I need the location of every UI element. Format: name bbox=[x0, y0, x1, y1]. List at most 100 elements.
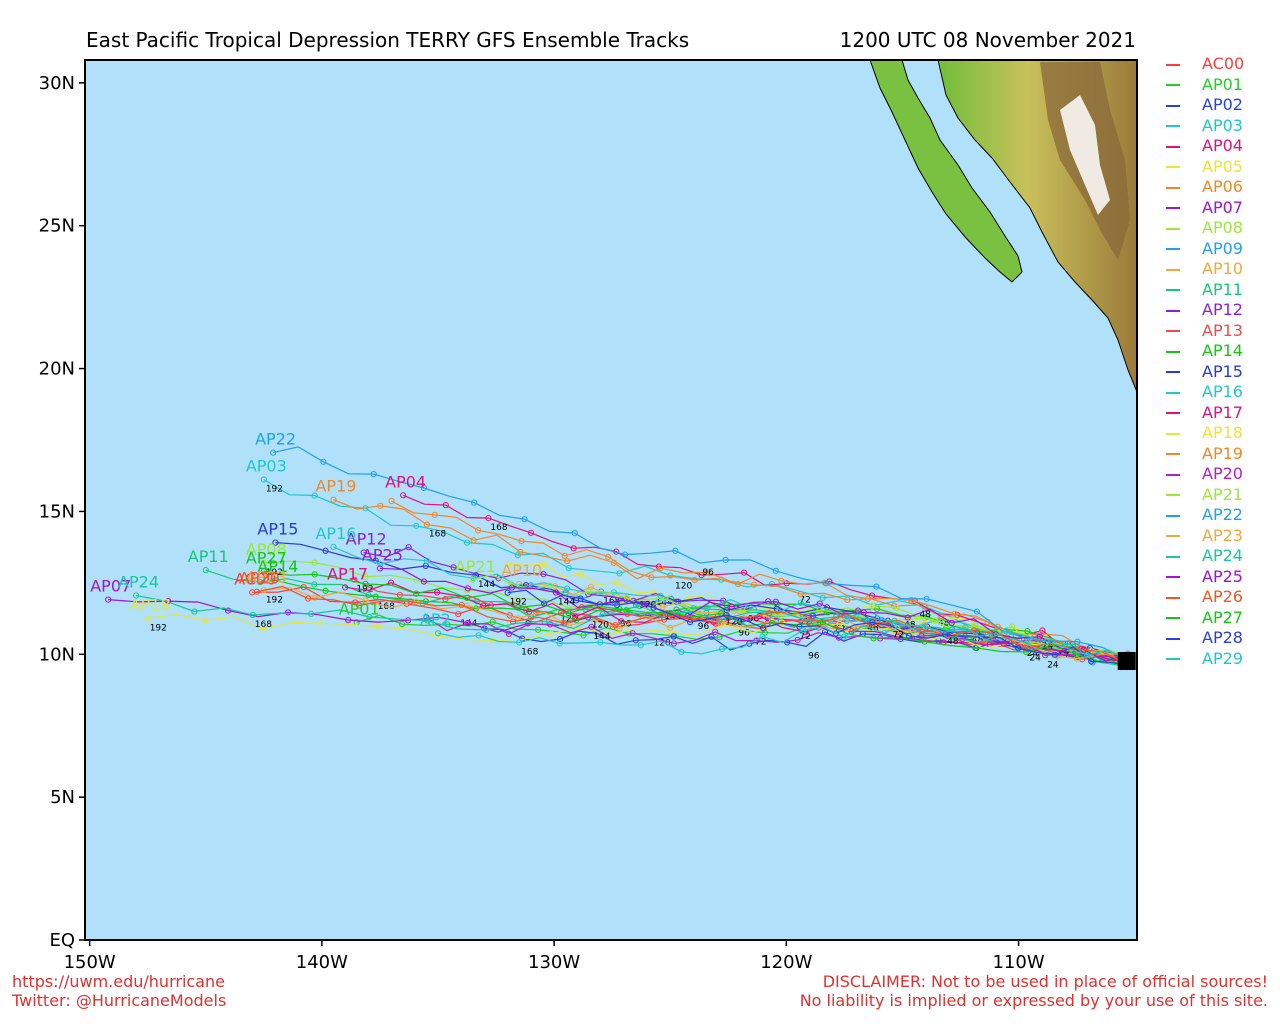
track-point bbox=[356, 602, 363, 609]
track-point bbox=[144, 615, 151, 622]
member-end-label: AP14 bbox=[257, 557, 298, 576]
track-point bbox=[756, 613, 763, 620]
lat-tick-label: 15N bbox=[39, 501, 75, 522]
baja-california bbox=[869, 60, 1023, 283]
forecast-hour-label: 48 bbox=[947, 637, 959, 647]
track-point bbox=[588, 623, 595, 630]
track-point bbox=[372, 593, 379, 600]
track-point bbox=[670, 633, 677, 640]
track-point bbox=[450, 564, 457, 571]
lat-tick-label: EQ bbox=[49, 930, 75, 951]
track-point bbox=[407, 598, 414, 605]
member-end-label: AP2 bbox=[420, 610, 451, 629]
track-point bbox=[191, 608, 198, 615]
track-point bbox=[708, 633, 715, 640]
legend-swatch bbox=[1166, 617, 1180, 619]
forecast-hour-label: 24 bbox=[1027, 649, 1039, 659]
legend-swatch bbox=[1166, 453, 1180, 455]
track-point bbox=[366, 613, 373, 621]
legend-item-ap25: AP25 bbox=[1166, 567, 1244, 588]
track-point bbox=[720, 597, 727, 604]
legend-label: AP23 bbox=[1202, 525, 1243, 545]
track-point bbox=[1022, 645, 1029, 652]
track-line-ap19 bbox=[333, 499, 1129, 666]
legend-swatch bbox=[1166, 84, 1180, 86]
track-point bbox=[721, 621, 728, 628]
lon-tick-label: 150W bbox=[64, 952, 116, 973]
track-line-ap17 bbox=[345, 582, 1128, 664]
legend-swatch bbox=[1166, 432, 1180, 435]
legend-label: AP05 bbox=[1202, 156, 1243, 176]
track-point bbox=[431, 511, 438, 518]
track-point bbox=[548, 630, 555, 637]
legend-label: AP09 bbox=[1202, 238, 1243, 258]
track-point bbox=[509, 618, 517, 625]
track-point bbox=[704, 569, 711, 576]
legend-swatch bbox=[1166, 63, 1180, 66]
track-point bbox=[962, 624, 969, 631]
legend-label: AP12 bbox=[1202, 300, 1243, 319]
track-line-ap22 bbox=[272, 446, 1128, 661]
track-point bbox=[455, 610, 462, 618]
track-point bbox=[508, 584, 515, 591]
track-point bbox=[330, 496, 337, 503]
forecast-hour-label: 168 bbox=[490, 523, 507, 533]
track-point bbox=[667, 624, 674, 631]
track-point bbox=[794, 636, 801, 644]
track-point bbox=[918, 632, 925, 640]
axes: 150W 140W 130W 120W 110W EQ 5N 10N 15N 20N 25N 30N bbox=[39, 73, 1045, 973]
legend-item-ap24: AP24 bbox=[1166, 546, 1244, 567]
track-point bbox=[734, 580, 742, 588]
track-point bbox=[311, 594, 318, 601]
lat-tick-label: 20N bbox=[39, 359, 75, 380]
track-point bbox=[563, 585, 571, 592]
member-end-label: AP25 bbox=[362, 545, 403, 564]
track-point bbox=[973, 608, 980, 615]
track-point bbox=[541, 600, 548, 607]
forecast-hour-label: 192 bbox=[510, 598, 527, 608]
legend-item-ap05: AP05 bbox=[1166, 157, 1244, 178]
track-point bbox=[766, 610, 773, 617]
legend-label: AP26 bbox=[1202, 587, 1243, 606]
track-point bbox=[508, 581, 515, 588]
track-point bbox=[341, 584, 349, 591]
track-point bbox=[514, 604, 522, 611]
forecast-hour-label: 192 bbox=[150, 623, 167, 633]
track-point bbox=[810, 612, 817, 619]
track-point bbox=[547, 621, 554, 628]
forecast-hour-label: 72 bbox=[799, 632, 810, 642]
member-end-label: AP01 bbox=[339, 599, 380, 618]
track-point bbox=[375, 623, 382, 630]
track-point bbox=[670, 640, 678, 647]
track-point bbox=[362, 597, 369, 604]
legend-swatch bbox=[1166, 514, 1180, 517]
track-point bbox=[464, 620, 471, 627]
member-end-label: AP03 bbox=[246, 457, 287, 476]
legend-swatch bbox=[1166, 371, 1180, 373]
track-point bbox=[256, 578, 264, 586]
forecast-hour-label: 120 bbox=[560, 614, 577, 624]
track-line-ap29 bbox=[437, 624, 1128, 660]
track-point bbox=[471, 499, 478, 506]
track-point bbox=[797, 599, 804, 606]
track-line-ap25 bbox=[379, 567, 1128, 662]
track-point bbox=[563, 557, 571, 565]
track-point bbox=[712, 628, 719, 635]
legend-item-ap27: AP27 bbox=[1166, 608, 1244, 629]
track-point bbox=[307, 610, 315, 617]
track-point bbox=[587, 583, 594, 590]
member-end-label: AP22 bbox=[255, 430, 296, 449]
track-point bbox=[521, 516, 528, 523]
member-end-label: AP19 bbox=[315, 477, 356, 496]
member-end-label: AP21 bbox=[455, 557, 496, 576]
member-end-label: AP16 bbox=[315, 524, 356, 543]
track-point bbox=[311, 581, 318, 588]
track-point bbox=[650, 604, 657, 611]
disclaimer-line-2: No liability is implied or expressed by … bbox=[799, 991, 1268, 1010]
lon-tick-label: 110W bbox=[992, 952, 1044, 973]
track-point bbox=[469, 576, 476, 583]
forecast-hour-label: 48 bbox=[867, 623, 879, 633]
track-point bbox=[1073, 655, 1080, 662]
member-end-label: AP10 bbox=[501, 561, 542, 580]
legend-swatch bbox=[1166, 186, 1180, 189]
